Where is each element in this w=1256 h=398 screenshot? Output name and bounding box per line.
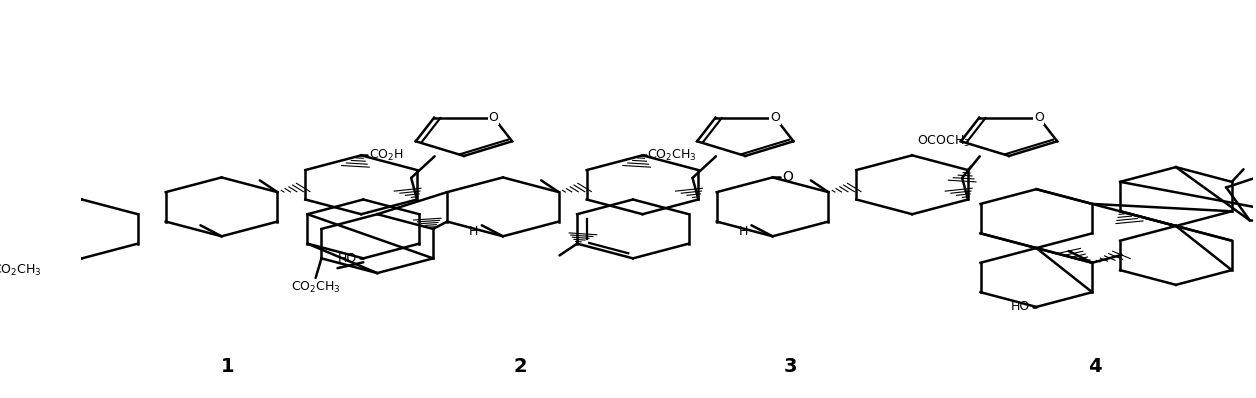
Text: O: O xyxy=(782,170,793,184)
Text: H: H xyxy=(468,225,479,238)
Text: HO: HO xyxy=(338,252,358,265)
Text: O: O xyxy=(1034,111,1044,124)
Text: 2: 2 xyxy=(514,357,528,376)
Text: OCOCH$_3$: OCOCH$_3$ xyxy=(917,135,971,150)
Text: CO$_2$CH$_3$: CO$_2$CH$_3$ xyxy=(647,148,697,163)
Text: 1: 1 xyxy=(221,357,235,376)
Text: 3: 3 xyxy=(784,357,796,376)
Text: HO: HO xyxy=(1011,300,1030,313)
Text: O: O xyxy=(770,111,780,124)
Text: H: H xyxy=(739,225,749,238)
Text: CO$_2$H: CO$_2$H xyxy=(369,148,404,163)
Text: CO$_2$CH$_3$: CO$_2$CH$_3$ xyxy=(0,263,41,278)
Text: O: O xyxy=(489,111,499,124)
Text: 4: 4 xyxy=(1088,357,1102,376)
Text: CO$_2$CH$_3$: CO$_2$CH$_3$ xyxy=(290,280,340,295)
